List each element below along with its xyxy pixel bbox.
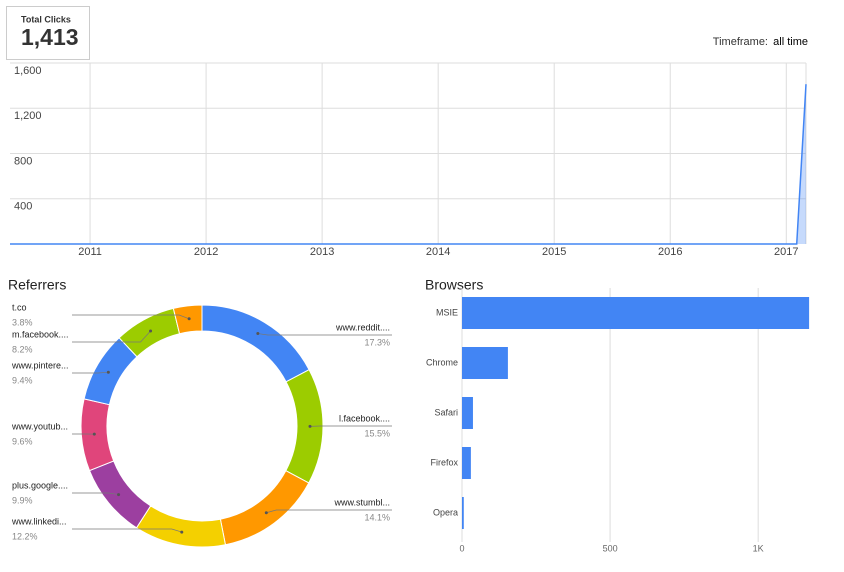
y-tick-label: 800 — [14, 155, 32, 167]
y-tick-label: Chrome — [426, 357, 458, 367]
y-tick-label: Safari — [434, 407, 458, 417]
leader-line — [266, 509, 392, 514]
x-tick-label: 0 — [459, 543, 464, 553]
x-tick-label: 2011 — [78, 246, 102, 258]
legend-value: 3.8% — [12, 317, 33, 327]
legend-value: 9.6% — [12, 436, 33, 446]
y-tick-label: 1,600 — [14, 65, 42, 77]
x-tick-label: 500 — [603, 543, 618, 553]
legend-label: www.youtub... — [11, 421, 68, 431]
y-tick-label: 1,200 — [14, 110, 42, 122]
leader-line — [72, 492, 119, 495]
legend-label: www.stumbl... — [333, 497, 390, 507]
legend-label: www.linkedi... — [11, 516, 67, 526]
bar — [462, 497, 464, 529]
legend-label: m.facebook.... — [12, 329, 69, 339]
x-tick-label: 2012 — [194, 246, 218, 258]
leader-line — [72, 371, 109, 374]
browsers-title: Browsers — [425, 277, 483, 293]
timeframe-label: Timeframe: — [713, 36, 768, 48]
pie-slice — [219, 470, 310, 546]
y-tick-label: Opera — [433, 507, 458, 517]
legend-label: l.facebook.... — [339, 413, 390, 423]
leader-line — [72, 330, 151, 343]
x-tick-label: 2015 — [542, 246, 566, 258]
x-tick-label: 2017 — [774, 246, 798, 258]
legend-label: t.co — [12, 302, 27, 312]
leader-line — [257, 333, 392, 336]
leader-dot — [92, 432, 96, 436]
pie-slice — [80, 398, 115, 472]
x-tick-label: 2014 — [426, 246, 450, 258]
pie-slice — [172, 304, 203, 335]
leader-dot — [308, 424, 312, 428]
leader-line — [72, 314, 190, 320]
total-clicks-label: Total Clicks — [21, 14, 71, 24]
leader-dot — [256, 332, 260, 336]
legend-label: www.reddit.... — [335, 322, 390, 332]
line — [10, 84, 807, 245]
total-clicks-value: 1,413 — [21, 24, 79, 50]
referrers-title: Referrers — [8, 277, 66, 293]
pie-slice — [201, 304, 310, 383]
legend-label: plus.google.... — [12, 480, 68, 490]
legend-value: 14.1% — [364, 512, 390, 522]
legend-value: 12.2% — [12, 531, 38, 541]
timeframe-value[interactable]: all time — [773, 36, 808, 48]
leader-dot — [180, 530, 184, 534]
legend-value: 15.5% — [364, 428, 390, 438]
leader-dot — [106, 370, 110, 374]
leader-dot — [187, 317, 191, 321]
x-tick-label: 2016 — [658, 246, 682, 258]
leader-dot — [149, 329, 153, 333]
y-tick-label: MSIE — [436, 307, 458, 317]
bar — [462, 297, 810, 329]
leader-line — [72, 528, 182, 533]
y-tick-label: Firefox — [430, 457, 458, 467]
x-tick-label: 2013 — [310, 246, 334, 258]
legend-label: www.pintere... — [11, 360, 69, 370]
legend-value: 9.9% — [12, 495, 33, 505]
leader-dot — [264, 511, 268, 515]
y-tick-label: 400 — [14, 201, 32, 213]
x-tick-label: 1K — [753, 543, 764, 553]
bar — [462, 447, 471, 479]
total-clicks-box — [6, 6, 90, 60]
leader-dot — [117, 493, 121, 497]
bar — [462, 347, 508, 379]
pie-slice — [135, 505, 227, 548]
legend-value: 17.3% — [364, 337, 390, 347]
bar — [462, 397, 473, 429]
legend-value: 8.2% — [12, 344, 33, 354]
legend-value: 9.4% — [12, 375, 33, 385]
